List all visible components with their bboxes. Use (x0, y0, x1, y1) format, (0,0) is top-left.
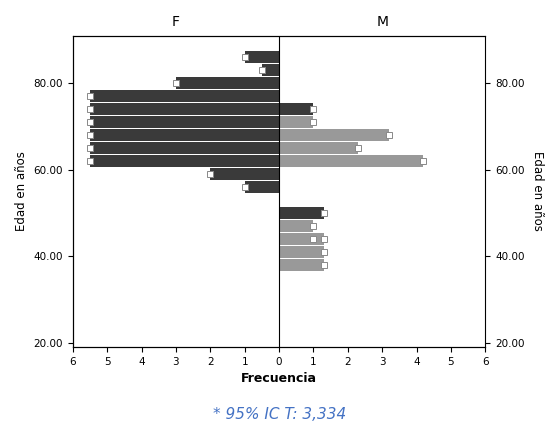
Bar (279, 103, 314, 115)
Bar (90, 103, 279, 115)
Bar (176, 77, 279, 89)
Bar (279, 155, 424, 167)
Bar (279, 233, 314, 245)
Bar (245, 181, 279, 193)
Bar (279, 246, 324, 258)
Bar (279, 116, 314, 128)
X-axis label: Frecuencia: Frecuencia (241, 372, 317, 386)
Bar (90, 90, 279, 102)
Y-axis label: Edad en años: Edad en años (15, 151, 28, 231)
Bar (90, 116, 279, 128)
Bar (90, 155, 279, 167)
Bar (279, 259, 324, 271)
Bar (90, 142, 279, 154)
Text: * 95% IC T: 3,334: * 95% IC T: 3,334 (213, 407, 346, 422)
Bar (279, 207, 324, 219)
Y-axis label: Edad en años: Edad en años (531, 151, 544, 231)
Bar (279, 220, 314, 232)
Bar (279, 233, 324, 245)
Text: F: F (172, 15, 180, 29)
Bar (210, 168, 279, 180)
Bar (90, 129, 279, 141)
Bar (279, 129, 389, 141)
Bar (262, 64, 279, 76)
Bar (279, 142, 358, 154)
Bar (245, 51, 279, 63)
Text: M: M (376, 15, 388, 29)
